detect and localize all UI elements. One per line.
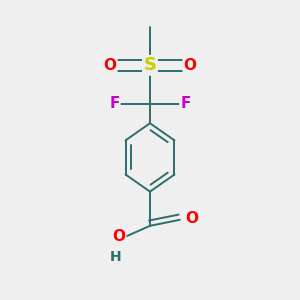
Text: O: O [185,211,198,226]
Text: F: F [181,96,191,111]
Text: O: O [112,229,125,244]
Text: H: H [110,250,122,264]
Text: F: F [109,96,119,111]
Text: O: O [103,58,116,73]
Text: O: O [184,58,196,73]
Text: S: S [143,56,157,74]
